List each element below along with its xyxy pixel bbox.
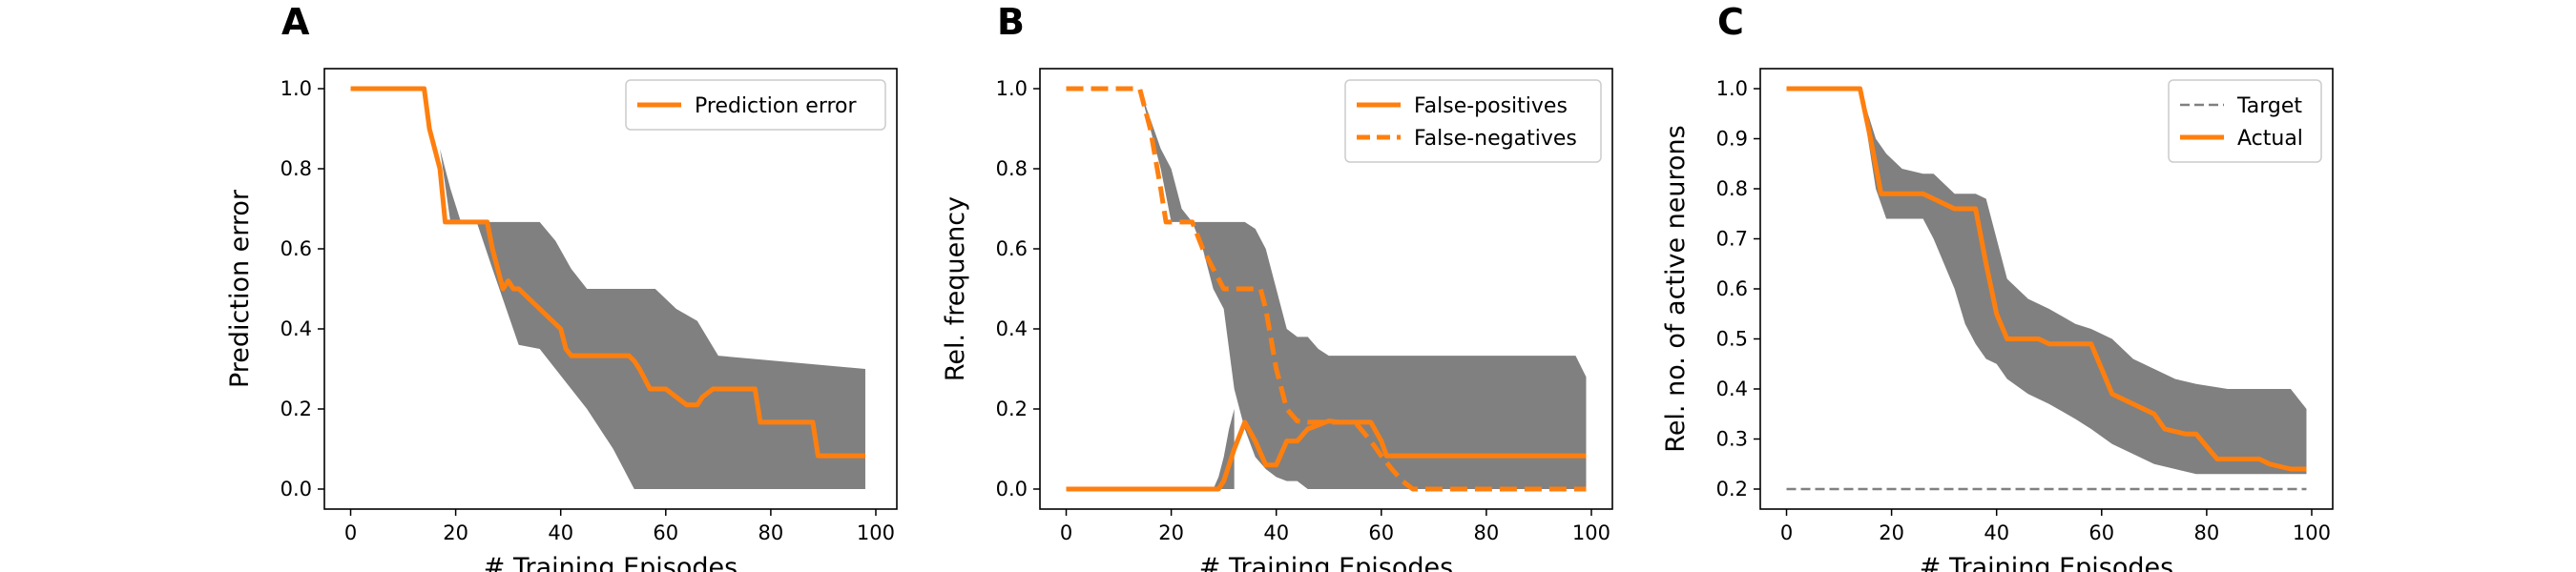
x-tick-label: 40 <box>548 521 573 544</box>
series-line-actual <box>1786 86 2307 472</box>
x-tick-label: 60 <box>1368 521 1394 544</box>
axes-frame <box>323 68 898 510</box>
plot-area <box>1066 86 1587 492</box>
y-tick-label: 0.6 <box>280 237 312 260</box>
y-tick-label: 0.6 <box>1716 277 1748 300</box>
y-tick-label: 0.0 <box>996 478 1028 500</box>
y-tick-label: 0.2 <box>280 398 312 420</box>
x-tick-label: 80 <box>2194 521 2220 544</box>
y-tick-label: 1.0 <box>1716 77 1748 100</box>
x-axis-label: # Training Episodes <box>484 553 737 572</box>
series-line-false-positives <box>1066 419 1587 492</box>
y-axis-label: Prediction error <box>225 189 255 388</box>
panel-c: C 0 20 40 60 80 100 0.2 0.3 0.4 0.5 0.6 0.7 0.8 0.9 1.0… <box>1661 1 2334 572</box>
x-axis-label: # Training Episodes <box>1199 553 1453 572</box>
y-tick-label: 0.3 <box>1716 428 1748 451</box>
y-axis-label: Rel. no. of active neurons <box>1661 125 1691 452</box>
x-tick-label: 20 <box>1879 521 1904 544</box>
x-tick-label: 20 <box>1158 521 1184 544</box>
y-tick-label: 0.9 <box>1716 128 1748 151</box>
x-tick-label: 100 <box>2293 521 2331 544</box>
y-axis-label: Rel. frequency <box>941 196 970 381</box>
y-tick-label: 0.6 <box>996 237 1028 260</box>
legend-label: False-positives <box>1414 94 1568 118</box>
y-tick-label: 0.7 <box>1716 228 1748 251</box>
x-tick-label: 60 <box>653 521 678 544</box>
spread-band <box>1066 89 1587 489</box>
y-tick-label: 0.2 <box>1716 478 1748 500</box>
spread-band <box>1786 89 2307 475</box>
y-tick-label: 0.8 <box>996 157 1028 180</box>
y-tick-label: 0.4 <box>1716 378 1748 400</box>
x-tick-label: 80 <box>1474 521 1500 544</box>
series-line-prediction-error <box>350 86 865 459</box>
legend: Prediction error <box>625 79 886 131</box>
spread-band <box>350 89 865 489</box>
legend: False-positives False-negatives <box>1344 79 1602 163</box>
x-tick-label: 40 <box>1984 521 2009 544</box>
legend-label: Prediction error <box>695 94 857 118</box>
y-tick-label: 0.5 <box>1716 328 1748 351</box>
axes-frame <box>1039 68 1613 510</box>
y-tick-label: 1.0 <box>280 77 312 100</box>
y-tick-label: 0.0 <box>280 478 312 500</box>
x-tick-label: 0 <box>344 521 357 544</box>
legend-box <box>625 79 886 131</box>
x-tick-label: 80 <box>758 521 784 544</box>
legend-label: Target <box>2236 94 2302 118</box>
series-line-false-negatives <box>1066 86 1587 492</box>
legend-label: Actual <box>2237 127 2303 151</box>
panel-b: B 0 20 40 60 80 100 0.0 0.2 0.4 0.6 0.8 1.0 # Trainin… <box>941 1 1613 572</box>
legend: Target Actual <box>2168 79 2322 163</box>
y-tick-label: 1.0 <box>996 77 1028 100</box>
x-tick-label: 20 <box>443 521 468 544</box>
x-tick-label: 60 <box>2088 521 2114 544</box>
panel-letter: A <box>281 1 310 43</box>
x-tick-label: 0 <box>1780 521 1793 544</box>
x-tick-label: 40 <box>1263 521 1289 544</box>
panel-letter: B <box>997 1 1025 43</box>
legend-box <box>2168 79 2322 163</box>
plot-area <box>1786 86 2307 491</box>
y-tick-label: 0.4 <box>280 317 312 340</box>
legend-label: False-negatives <box>1414 127 1577 151</box>
panel-letter: C <box>1717 1 1744 43</box>
y-tick-label: 0.8 <box>280 157 312 180</box>
y-tick-label: 0.8 <box>1716 177 1748 200</box>
y-tick-label: 0.2 <box>996 398 1028 420</box>
y-tick-label: 0.4 <box>996 317 1028 340</box>
x-axis-label: # Training Episodes <box>1920 553 2173 572</box>
x-tick-label: 0 <box>1060 521 1072 544</box>
x-tick-label: 100 <box>1572 521 1610 544</box>
x-tick-label: 100 <box>857 521 895 544</box>
panel-a: A 0 20 40 60 80 100 0.0 0.2 0.4 0.6 0.8 1.0 # Trainin… <box>225 1 898 572</box>
plot-area <box>350 86 865 489</box>
legend-box <box>1344 79 1602 163</box>
